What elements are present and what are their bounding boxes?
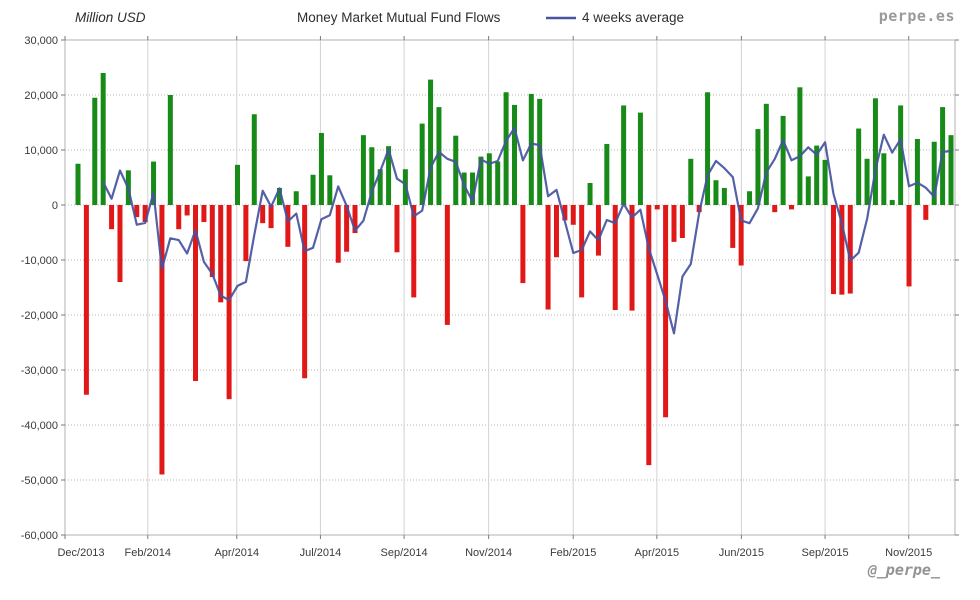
y-axis-title: Million USD <box>75 10 146 25</box>
x-axis-tick-label: Dec/2013 <box>57 547 104 559</box>
y-axis-tick-label: -40,000 <box>21 420 58 432</box>
average-line <box>102 126 952 335</box>
x-axis-tick-label: Sep/2014 <box>381 547 428 559</box>
x-axis-tick-label: Nov/2015 <box>885 547 932 559</box>
y-axis-tick-label: -20,000 <box>21 310 58 322</box>
x-axis-tick-label: Apr/2014 <box>214 547 259 559</box>
footer-handle: @_perpe_ <box>867 561 940 579</box>
axis-ticks <box>61 36 959 539</box>
x-axis-tick-label: Nov/2014 <box>465 547 512 559</box>
legend-label: 4 weeks average <box>582 10 685 25</box>
x-axis-tick-label: Sep/2015 <box>802 547 849 559</box>
x-axis-tick-label: Jul/2014 <box>300 547 342 559</box>
x-axis-tick-label: Feb/2014 <box>125 547 171 559</box>
legend-line-icon <box>546 16 576 19</box>
y-axis-tick-label: -60,000 <box>21 530 58 542</box>
page-title: Money Market Mutual Fund Flows <box>297 10 501 25</box>
y-axis-tick-label: 0 <box>52 200 58 212</box>
y-axis-tick-label: -30,000 <box>21 365 58 377</box>
y-axis-tick-label: -50,000 <box>21 475 58 487</box>
x-axis-tick-label: Jun/2015 <box>719 547 764 559</box>
y-axis-tick-label: 10,000 <box>24 145 58 157</box>
x-axis-tick-label: Apr/2015 <box>635 547 680 559</box>
x-axis-tick-label: Feb/2015 <box>550 547 596 559</box>
axis-labels: -60,000 -50,000 -40,000 -30,000 -20,000 -10,0… <box>21 35 933 559</box>
y-axis-tick-label: -10,000 <box>21 255 58 267</box>
bars-group <box>75 73 954 475</box>
legend: 4 weeks average <box>546 10 684 25</box>
y-axis-tick-label: 30,000 <box>24 35 58 47</box>
y-axis-tick-label: 20,000 <box>24 90 58 102</box>
brand-logo: perpe.es <box>878 7 955 25</box>
